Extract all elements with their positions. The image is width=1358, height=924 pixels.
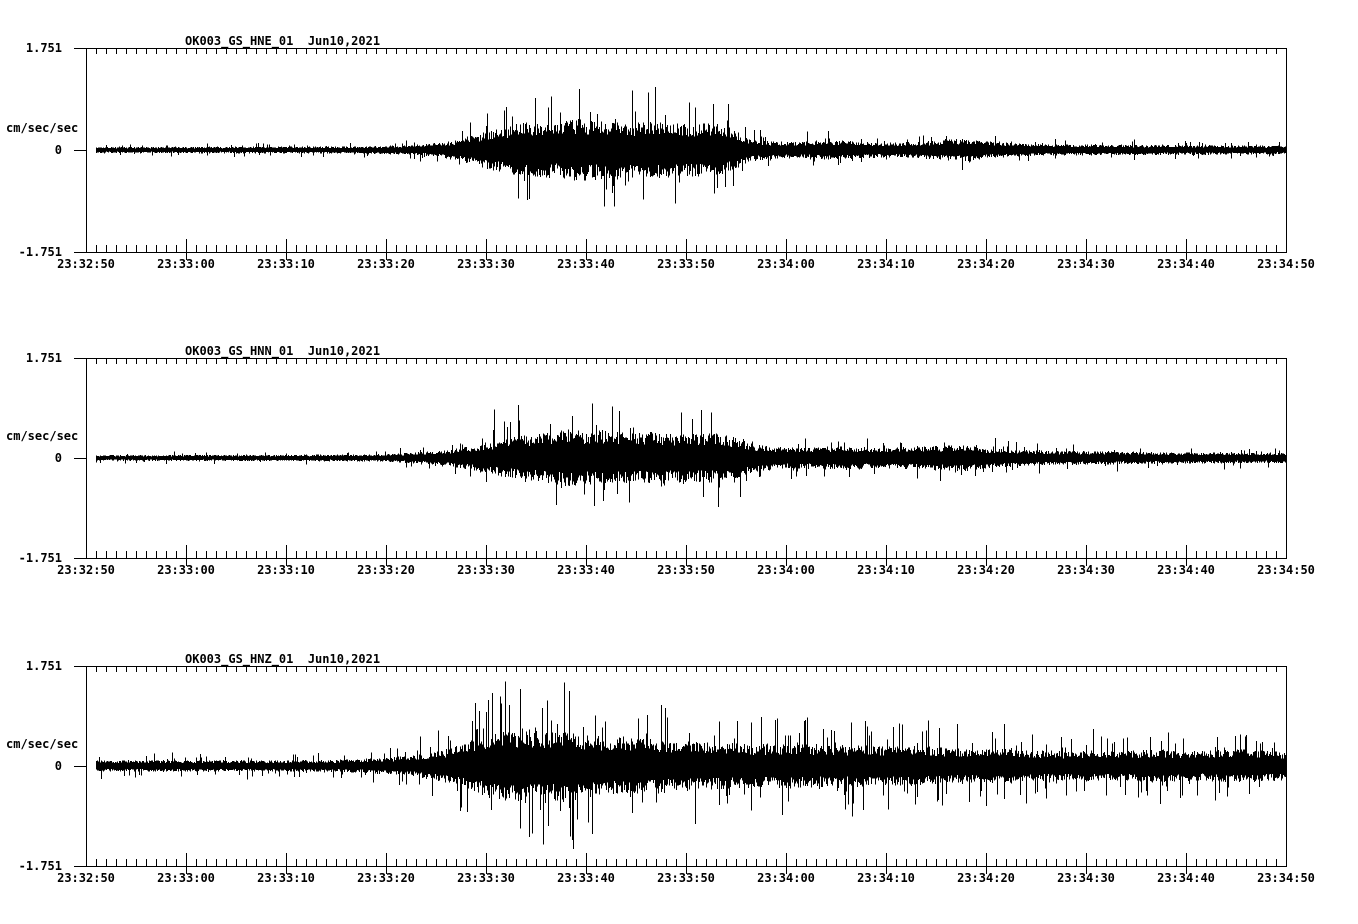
x-tick-label: 23:34:40 [1157, 257, 1215, 271]
x-tick-label: 23:34:50 [1257, 257, 1315, 271]
panel-title: OK003_GS_HNN_01 Jun10,2021 [185, 344, 381, 358]
x-tick-label: 23:32:50 [57, 563, 115, 577]
y-tick-label-max: 1.751 [25, 351, 62, 365]
x-axis-labels: 23:32:50 23:33:00 23:33:10 23:33:20 23:33:30… [0, 564, 1358, 578]
panel-title: OK003_GS_HNZ_01 Jun10,2021 [185, 652, 381, 666]
x-tick-label: 23:34:10 [857, 257, 915, 271]
x-tick-label: 23:32:50 [57, 257, 115, 271]
x-tick-label: 23:33:40 [557, 257, 615, 271]
x-tick-label: 23:34:40 [1157, 563, 1215, 577]
x-axis-labels: 23:32:50 23:33:00 23:33:10 23:33:20 23:33:30… [0, 872, 1358, 886]
x-tick-label: 23:33:40 [557, 871, 615, 885]
x-axis-labels: 23:32:50 23:33:00 23:33:10 23:33:20 23:33:30… [0, 258, 1358, 272]
x-tick-label: 23:33:50 [657, 563, 715, 577]
y-tick-label-min: -1.751 [18, 859, 62, 873]
x-tick-label: 23:33:00 [157, 871, 215, 885]
x-tick-label: 23:34:30 [1057, 563, 1115, 577]
x-tick-label: 23:34:50 [1257, 871, 1315, 885]
y-axis-unit-label: cm/sec/sec [6, 737, 79, 751]
x-tick-label: 23:34:00 [757, 563, 815, 577]
axis-frame-and-ticks-1 [74, 358, 1287, 566]
y-tick-label-min: -1.751 [18, 551, 62, 565]
x-tick-label: 23:34:30 [1057, 257, 1115, 271]
x-tick-label: 23:33:00 [157, 257, 215, 271]
waveform-trace-OK003_GS_HNZ_01 [96, 681, 1287, 849]
y-tick-label-max: 1.751 [25, 659, 62, 673]
x-tick-label: 23:34:20 [957, 871, 1015, 885]
x-tick-label: 23:33:10 [257, 257, 315, 271]
x-tick-label: 23:33:10 [257, 563, 315, 577]
x-tick-label: 23:34:00 [757, 871, 815, 885]
x-tick-label: 23:33:10 [257, 871, 315, 885]
x-tick-label: 23:33:20 [357, 563, 415, 577]
x-tick-label: 23:33:20 [357, 257, 415, 271]
x-tick-label: 23:33:30 [457, 257, 515, 271]
axis-frame-and-ticks-2 [74, 666, 1287, 874]
waveform-trace-OK003_GS_HNE_01 [96, 87, 1287, 207]
y-tick-label-zero: 0 [54, 451, 62, 465]
x-tick-label: 23:33:40 [557, 563, 615, 577]
x-tick-label: 23:34:20 [957, 563, 1015, 577]
y-tick-label-max: 1.751 [25, 41, 62, 55]
x-tick-label: 23:33:50 [657, 257, 715, 271]
x-tick-label: 23:33:20 [357, 871, 415, 885]
x-tick-label: 23:33:00 [157, 563, 215, 577]
x-tick-label: 23:33:50 [657, 871, 715, 885]
x-tick-label: 23:34:50 [1257, 563, 1315, 577]
x-tick-label: 23:34:00 [757, 257, 815, 271]
x-tick-label: 23:34:40 [1157, 871, 1215, 885]
y-tick-label-zero: 0 [54, 143, 62, 157]
waveform-trace-OK003_GS_HNN_01 [96, 403, 1287, 507]
y-tick-label-min: -1.751 [18, 245, 62, 259]
x-tick-label: 23:32:50 [57, 871, 115, 885]
x-tick-label: 23:34:20 [957, 257, 1015, 271]
y-tick-label-zero: 0 [54, 759, 62, 773]
axis-frame-and-ticks-0 [74, 48, 1287, 260]
x-tick-label: 23:34:30 [1057, 871, 1115, 885]
y-axis-unit-label: cm/sec/sec [6, 429, 79, 443]
x-tick-label: 23:33:30 [457, 563, 515, 577]
x-tick-label: 23:34:10 [857, 563, 915, 577]
y-axis-unit-label: cm/sec/sec [6, 121, 79, 135]
x-tick-label: 23:34:10 [857, 871, 915, 885]
x-tick-label: 23:33:30 [457, 871, 515, 885]
panel-title: OK003_GS_HNE_01 Jun10,2021 [185, 34, 381, 48]
